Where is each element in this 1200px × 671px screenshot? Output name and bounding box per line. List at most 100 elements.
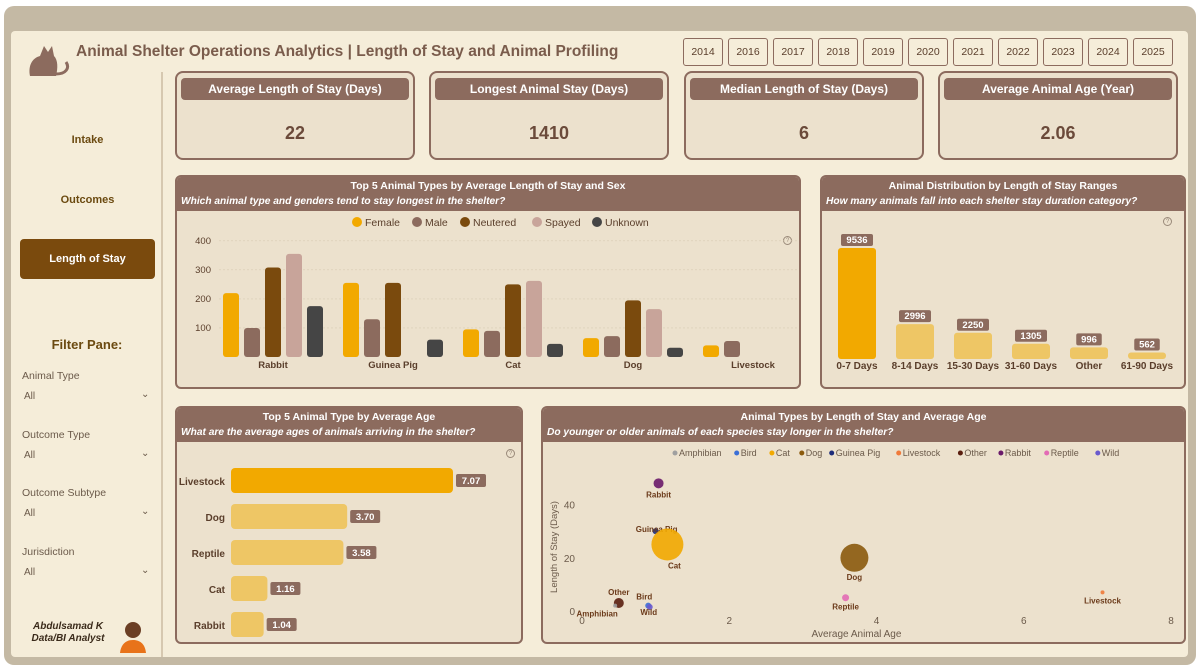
chart-subtitle: Which animal type and genders tend to st… <box>181 196 506 207</box>
bar <box>1128 352 1166 359</box>
help-icon[interactable]: ? <box>506 449 515 458</box>
year-button[interactable]: 2014 <box>683 38 723 66</box>
x-tick-label: Livestock <box>731 360 776 371</box>
year-button[interactable]: 2020 <box>908 38 948 66</box>
data-label: 2996 <box>904 311 925 322</box>
filter-dropdown[interactable]: All <box>24 450 36 461</box>
filter-dropdown[interactable]: All <box>24 391 36 402</box>
y-tick-label: 0 <box>569 607 575 618</box>
category-label: Rabbit <box>194 621 226 632</box>
filter-label: Animal Type <box>22 370 80 382</box>
chevron-down-icon[interactable]: ⌄ <box>141 448 150 459</box>
x-tick-label: 0 <box>579 616 585 627</box>
chart-subtitle: What are the average ages of animals arr… <box>181 427 476 438</box>
legend-swatch <box>1044 450 1050 456</box>
data-label-background <box>957 318 989 331</box>
x-tick-label: 31-60 Days <box>1005 361 1058 372</box>
year-button[interactable]: 2023 <box>1043 38 1083 66</box>
filter-label: Jurisdiction <box>22 546 75 558</box>
kpi-card: Average Length of Stay (Days) 22 <box>175 71 415 160</box>
kpi-value: 6 <box>798 123 809 143</box>
year-button[interactable]: 2024 <box>1088 38 1128 66</box>
nav-intake[interactable]: Intake <box>71 134 104 146</box>
scatter-point <box>840 543 869 572</box>
scatter-point <box>646 604 653 611</box>
x-tick-label: Other <box>1076 361 1103 372</box>
bar <box>896 324 934 359</box>
help-icon[interactable]: ? <box>1163 217 1172 226</box>
year-button[interactable]: 2016 <box>728 38 768 66</box>
data-label: 1.04 <box>272 620 291 631</box>
bar-spayed <box>646 309 662 357</box>
bar-female <box>703 345 719 357</box>
legend-swatch <box>998 450 1004 456</box>
legend-swatch <box>592 217 602 227</box>
data-label: 562 <box>1139 339 1155 350</box>
average-age-bar-chart: Livestock 7.07 Dog 3.70 Reptile 3.58 Cat 1.16 Ra… <box>179 468 486 637</box>
legend-swatch <box>799 450 805 456</box>
chart-card-scatter: Animal Types by Length of Stay and Avera… <box>541 406 1186 644</box>
chevron-down-icon[interactable]: ⌄ <box>141 565 150 576</box>
filter-dropdown[interactable]: All <box>24 567 36 578</box>
x-tick-label: 8 <box>1168 616 1174 627</box>
data-label: 7.07 <box>462 476 481 487</box>
data-label-background <box>350 510 381 523</box>
point-label: Cat <box>668 562 681 571</box>
filter-label: Outcome Subtype <box>22 487 107 499</box>
legend-swatch <box>460 217 470 227</box>
year-button[interactable]: 2021 <box>953 38 993 66</box>
cat-logo-icon <box>29 46 70 76</box>
stay-range-bar-chart: 9536 0-7 Days 2996 8-14 Days 2250 15-30 Days 1… <box>836 234 1174 372</box>
legend-swatch <box>532 217 542 227</box>
year-button[interactable]: 2018 <box>818 38 858 66</box>
kpi-card: Longest Animal Stay (Days) 1410 <box>429 71 669 160</box>
filter-label: Outcome Type <box>22 429 91 441</box>
bar <box>1070 347 1108 359</box>
bar-unknown <box>427 339 443 357</box>
x-axis-label: Average Animal Age <box>812 629 902 640</box>
bar-male <box>484 330 500 357</box>
scatter-point <box>842 594 850 602</box>
bar <box>231 468 453 493</box>
legend-swatch <box>672 450 678 456</box>
chevron-down-icon[interactable]: ⌄ <box>141 506 150 517</box>
year-button[interactable]: 2022 <box>998 38 1038 66</box>
chart-title: Top 5 Animal Types by Average Length of … <box>350 180 626 192</box>
data-label: 3.58 <box>352 548 371 559</box>
point-label: Amphibian <box>576 610 617 619</box>
legend-label: Guinea Pig <box>836 448 881 458</box>
nav-outcomes[interactable]: Outcomes <box>60 194 115 206</box>
filter-dropdown[interactable]: All <box>24 508 36 519</box>
bar-spayed <box>526 280 542 357</box>
data-label: 1305 <box>1020 331 1042 342</box>
y-tick-label: 400 <box>195 236 211 247</box>
category-label: Livestock <box>179 477 226 488</box>
legend-label: Unknown <box>605 217 649 229</box>
bar-unknown <box>547 343 563 357</box>
chart-title: Animal Distribution by Length of Stay Ra… <box>888 180 1118 192</box>
category-label: Dog <box>206 513 225 524</box>
chevron-down-icon[interactable]: ⌄ <box>141 389 150 400</box>
nav-length-of-stay[interactable]: Length of Stay <box>20 239 155 279</box>
year-button[interactable]: 2019 <box>863 38 903 66</box>
author-role: Data/BI Analyst <box>31 633 105 644</box>
bar-neutered <box>625 300 641 357</box>
filter-pane-title: Filter Pane: <box>51 337 123 352</box>
chart-card-average-age: Top 5 Animal Type by Average Age What ar… <box>175 406 523 644</box>
data-label-background <box>1015 329 1047 342</box>
x-tick-label: Cat <box>505 360 521 371</box>
scatter-point <box>653 478 664 489</box>
author-credit: Abdulsamad K Data/BI Analyst <box>20 621 116 645</box>
year-button[interactable]: 2017 <box>773 38 813 66</box>
chart-subtitle: Do younger or older animals of each spec… <box>547 427 894 438</box>
point-label: Dog <box>847 573 863 582</box>
year-button[interactable]: 2025 <box>1133 38 1173 66</box>
data-label-background <box>841 234 873 246</box>
card-header: Top 5 Animal Type by Average Age What ar… <box>177 408 521 442</box>
scatter-point <box>1100 590 1105 595</box>
bar-male <box>244 327 260 357</box>
grouped-bar-chart: Female Male Neutered Spayed Unknown 100 200 300… <box>195 217 797 371</box>
bar-neutered <box>265 267 281 357</box>
kpi-title: Average Length of Stay (Days) <box>181 78 409 100</box>
bar-female <box>463 329 479 357</box>
